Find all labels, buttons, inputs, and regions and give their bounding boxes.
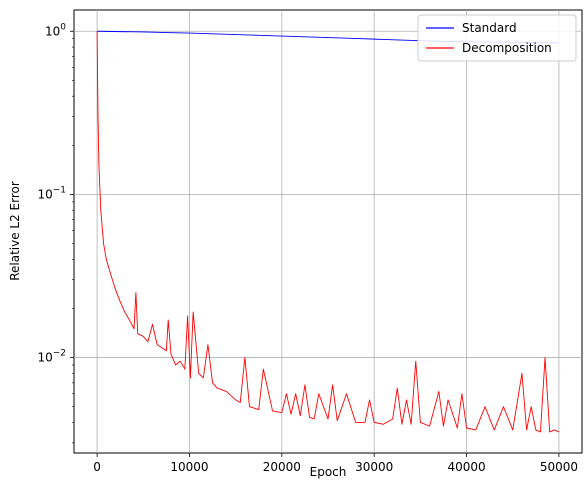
x-tick-label: 20000 bbox=[263, 460, 301, 474]
x-tick-label: 40000 bbox=[447, 460, 485, 474]
legend-box bbox=[417, 14, 577, 62]
x-tick-label: 50000 bbox=[540, 460, 578, 474]
y-tick-label: 10−2 bbox=[37, 349, 66, 365]
series-lines bbox=[96, 30, 560, 433]
x-tick-label: 30000 bbox=[355, 460, 393, 474]
x-tick-label: 10000 bbox=[170, 460, 208, 474]
grid bbox=[74, 10, 582, 453]
y-axis-label: Relative L2 Error bbox=[8, 181, 22, 281]
legend: Standard Decomposition bbox=[417, 14, 577, 62]
x-axis-label: Epoch bbox=[310, 465, 347, 479]
y-tick-label: 100 bbox=[45, 22, 66, 38]
y-axis-ticks: 100 10−1 10−2 bbox=[37, 22, 74, 444]
plot-frame bbox=[73, 9, 583, 454]
y-tick-label: 10−1 bbox=[37, 185, 66, 201]
x-axis-ticks: 0 10000 20000 30000 40000 50000 bbox=[93, 453, 578, 474]
legend-label-standard: Standard bbox=[462, 21, 517, 35]
x-tick-label: 0 bbox=[93, 460, 101, 474]
series-line-decomposition bbox=[96, 31, 560, 433]
legend-label-decomposition: Decomposition bbox=[462, 41, 552, 55]
